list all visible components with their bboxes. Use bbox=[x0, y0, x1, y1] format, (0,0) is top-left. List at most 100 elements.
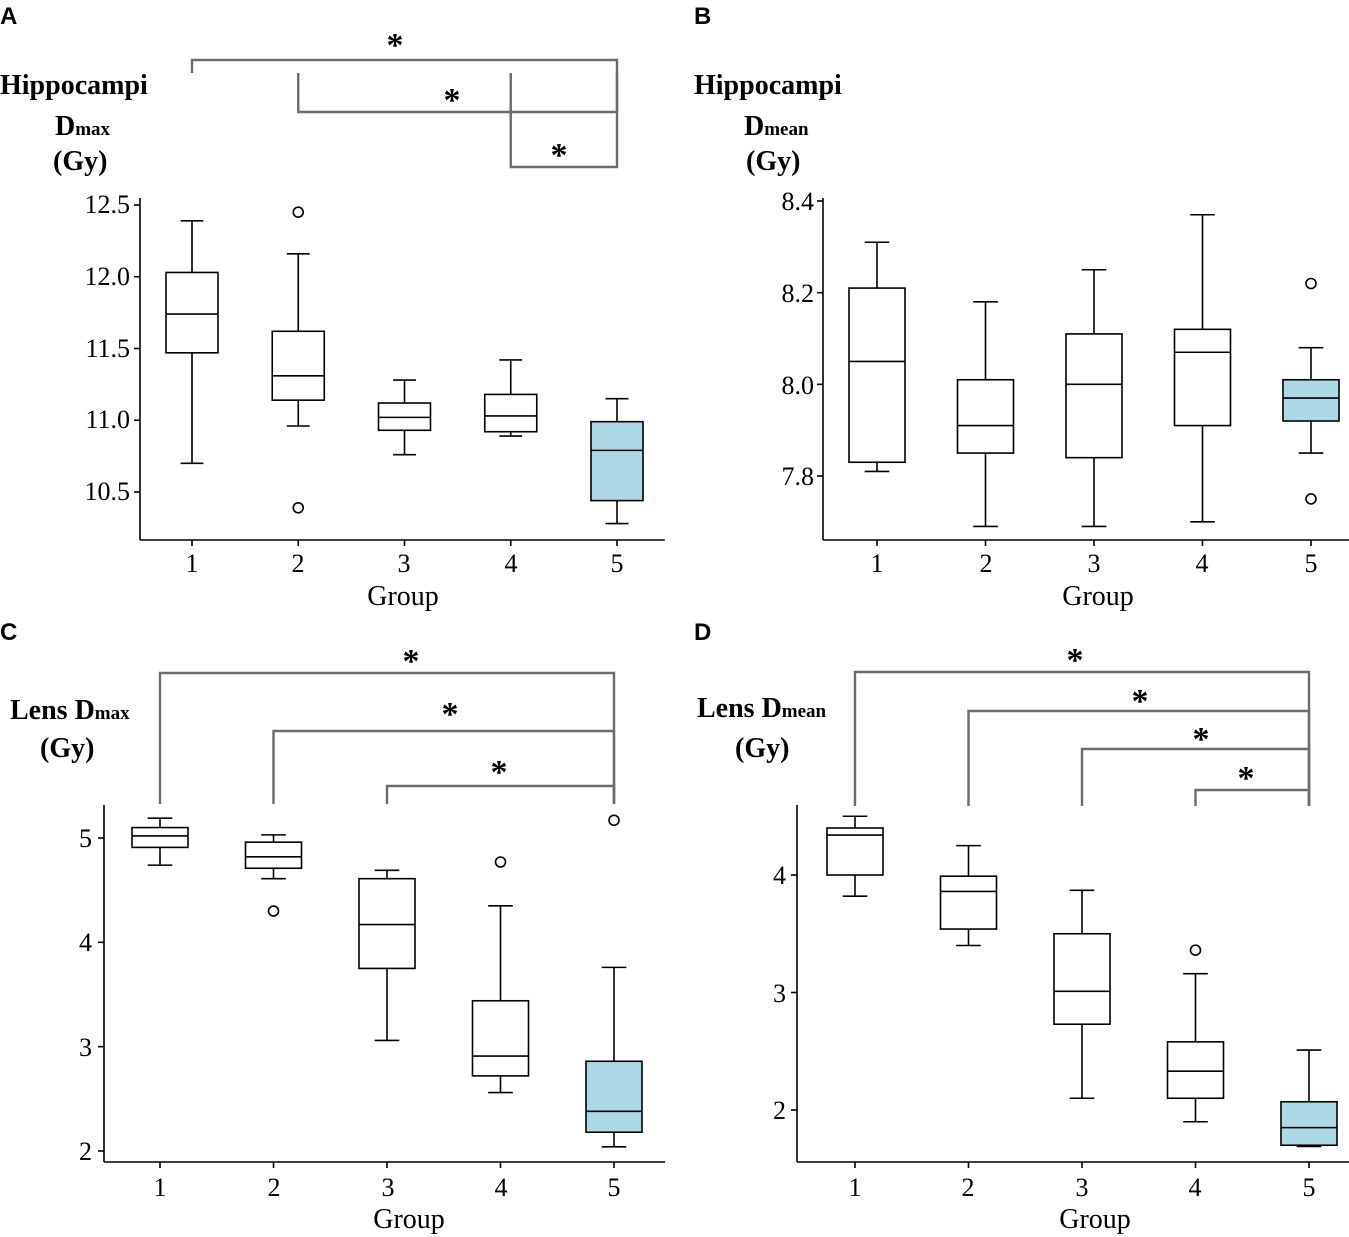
iqr-box bbox=[1173, 328, 1232, 427]
panel-c: C Lens Dmax (Gy) Group 2 3 4 5 1 2 3 4 5… bbox=[0, 619, 666, 1235]
box-group-1 bbox=[826, 815, 884, 897]
y-tick-label: 3 bbox=[79, 1033, 92, 1062]
y-label-line: (Gy) bbox=[53, 146, 107, 177]
significance-bracket bbox=[190, 58, 619, 73]
plot-area bbox=[98, 671, 666, 1168]
x-tick-label: 2 bbox=[292, 549, 305, 578]
iqr-box bbox=[271, 330, 326, 401]
x-tick-label: 1 bbox=[154, 1173, 167, 1202]
y-label-line: Lens Dmax bbox=[10, 695, 130, 726]
x-tick-label: 5 bbox=[608, 1173, 621, 1202]
y-tick-label: 8.2 bbox=[782, 279, 815, 308]
panel-letter: A bbox=[0, 3, 17, 30]
box-group-2 bbox=[271, 206, 326, 514]
y-tick-label: 8.4 bbox=[782, 187, 815, 216]
plot-area bbox=[791, 670, 1349, 1168]
outlier-point bbox=[267, 905, 280, 917]
x-tick-label: 1 bbox=[186, 549, 199, 578]
y-label-line: Hippocampi bbox=[694, 70, 842, 101]
panel-d: D Lens Dmean (Gy) Group 2 3 4 1 2 3 4 5 … bbox=[694, 619, 1349, 1235]
significance-star: * bbox=[1193, 721, 1210, 758]
iqr-box bbox=[1282, 378, 1340, 422]
significance-labels: * * * bbox=[403, 643, 508, 791]
box-group-1 bbox=[848, 241, 906, 473]
significance-bracket bbox=[158, 671, 616, 804]
y-axis-label: Hippocampi Dmean (Gy) bbox=[694, 70, 842, 177]
panel-b: B Hippocampi Dmean (Gy) Group 7.8 8.0 8.… bbox=[694, 3, 1349, 612]
y-axis-label: Hippocampi Dmax (Gy) bbox=[0, 70, 148, 177]
y-tick-label: 2 bbox=[773, 1096, 786, 1125]
x-tick-label: 2 bbox=[962, 1173, 975, 1202]
box-group-2 bbox=[956, 301, 1015, 528]
y-axis-label: Lens Dmean (Gy) bbox=[697, 693, 827, 764]
y-tick-label: 8.0 bbox=[782, 371, 815, 400]
x-tick-label: 1 bbox=[871, 549, 884, 578]
y-tick-label: 12.0 bbox=[85, 262, 131, 291]
box-group-5 bbox=[590, 397, 644, 525]
iqr-box bbox=[1053, 932, 1111, 1026]
y-ticks: 10.5 11.0 11.5 12.0 12.5 bbox=[85, 190, 131, 506]
box-group-4 bbox=[471, 856, 530, 1094]
x-tick-label: 1 bbox=[849, 1173, 862, 1202]
x-tick-label: 2 bbox=[268, 1173, 281, 1202]
y-tick-label: 12.5 bbox=[85, 190, 131, 219]
x-tick-label: 4 bbox=[1189, 1173, 1202, 1202]
x-tick-label: 3 bbox=[382, 1173, 395, 1202]
x-axis-label: Group bbox=[367, 581, 439, 612]
box-group-4 bbox=[1173, 213, 1232, 523]
x-tick-label: 5 bbox=[1305, 549, 1318, 578]
box-group-3 bbox=[377, 379, 432, 456]
iqr-box bbox=[471, 999, 530, 1077]
significance-star: * bbox=[1132, 683, 1149, 720]
x-tick-label: 4 bbox=[505, 549, 518, 578]
significance-star: * bbox=[444, 82, 461, 119]
x-tick-label: 4 bbox=[495, 1173, 508, 1202]
y-tick-label: 7.8 bbox=[782, 462, 815, 491]
iqr-box bbox=[1065, 333, 1123, 459]
significance-star: * bbox=[403, 643, 420, 680]
significance-bracket bbox=[967, 709, 1311, 806]
box-group-4 bbox=[1166, 944, 1225, 1123]
iqr-box bbox=[590, 420, 644, 502]
iqr-box bbox=[585, 1060, 643, 1134]
box-group-5 bbox=[585, 814, 643, 1148]
box-group-5 bbox=[1282, 277, 1340, 505]
y-ticks: 7.8 8.0 8.2 8.4 bbox=[782, 187, 815, 491]
y-tick-label: 3 bbox=[773, 979, 786, 1008]
iqr-box bbox=[165, 271, 219, 354]
panel-letter: B bbox=[694, 3, 711, 30]
iqr-box bbox=[358, 877, 416, 970]
significance-star: * bbox=[551, 137, 568, 174]
y-tick-label: 5 bbox=[79, 824, 92, 853]
plot-area bbox=[817, 198, 1349, 546]
iqr-box bbox=[1280, 1100, 1338, 1147]
panel-letter: C bbox=[0, 619, 17, 646]
y-label-line: (Gy) bbox=[735, 733, 789, 764]
outlier-point bbox=[1189, 944, 1202, 957]
significance-star: * bbox=[442, 696, 459, 733]
significance-bracket bbox=[1194, 788, 1311, 806]
box-group-4 bbox=[483, 359, 538, 437]
box-group-3 bbox=[1053, 889, 1111, 1100]
box-group-5 bbox=[1280, 1049, 1338, 1148]
y-label-line: Dmean bbox=[744, 111, 809, 142]
iqr-box bbox=[244, 841, 303, 870]
y-axis-label: Lens Dmax (Gy) bbox=[10, 695, 130, 764]
x-tick-label: 2 bbox=[980, 549, 993, 578]
y-label-line: (Gy) bbox=[746, 146, 800, 177]
box-group-1 bbox=[165, 219, 219, 465]
iqr-box bbox=[483, 393, 538, 433]
x-ticks: 1 2 3 4 5 bbox=[871, 549, 1318, 578]
outlier-point bbox=[292, 206, 305, 218]
y-label-line: (Gy) bbox=[40, 733, 94, 764]
box-group-1 bbox=[131, 817, 189, 866]
significance-bracket bbox=[1080, 747, 1311, 806]
x-tick-label: 4 bbox=[1196, 549, 1209, 578]
x-tick-label: 3 bbox=[1088, 549, 1101, 578]
iqr-box bbox=[1166, 1041, 1225, 1100]
box-group-3 bbox=[358, 869, 416, 1042]
y-tick-label: 11.0 bbox=[85, 405, 130, 434]
outlier-point bbox=[292, 501, 305, 514]
y-tick-label: 4 bbox=[79, 928, 92, 957]
